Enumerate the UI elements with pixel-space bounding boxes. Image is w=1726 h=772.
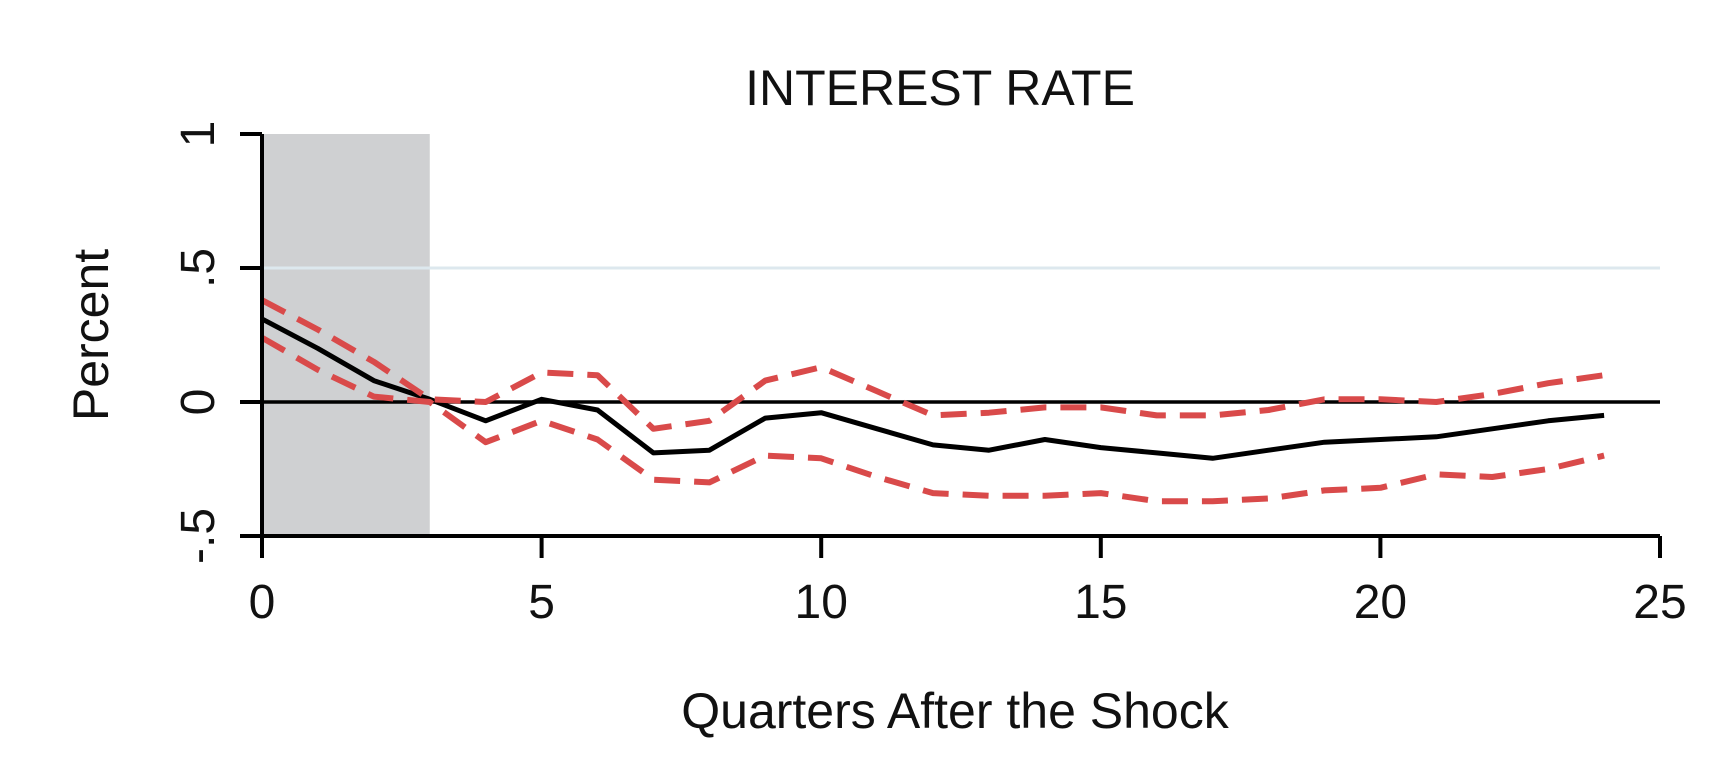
x-ticks: 0 5 10 15 20 25: [249, 536, 1687, 629]
x-tick-label: 0: [249, 576, 276, 629]
x-tick-label: 15: [1074, 576, 1127, 629]
y-tick-label: .5: [172, 248, 225, 288]
x-tick-label: 5: [528, 576, 555, 629]
x-tick-label: 25: [1633, 576, 1686, 629]
series-line-lower-band: [260, 335, 1605, 505]
series-line-estimate: [260, 316, 1605, 461]
x-tick-label: 10: [795, 576, 848, 629]
y-tick-label: 1: [172, 121, 225, 148]
x-tick-label: 20: [1354, 576, 1407, 629]
y-axis-label: Percent: [63, 249, 119, 421]
x-axis-label: Quarters After the Shock: [681, 683, 1229, 739]
chart-title: INTEREST RATE: [745, 60, 1135, 116]
axes: [260, 134, 1660, 538]
series-line-upper-band: [260, 297, 1605, 432]
y-tick-label: 0: [172, 389, 225, 416]
y-ticks: -.5 0 .5 1: [172, 121, 262, 564]
y-tick-label: -.5: [172, 508, 225, 564]
series-layer: [260, 297, 1605, 505]
